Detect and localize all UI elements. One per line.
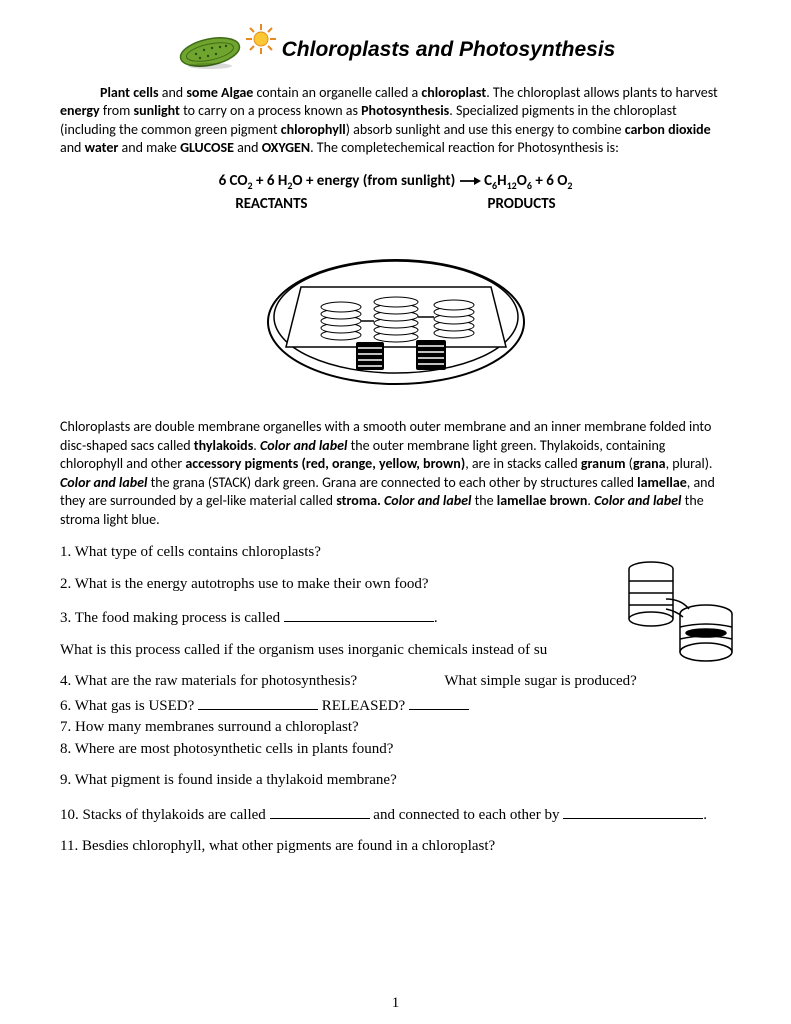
cucumber-icon xyxy=(176,30,248,70)
text-bold: Photosynthesis xyxy=(361,102,449,119)
arrow-icon xyxy=(459,176,481,186)
question-6: 6. What gas is USED? RELEASED? xyxy=(60,694,731,717)
page-title: Chloroplasts and Photosynthesis xyxy=(282,38,616,62)
fill-blank[interactable] xyxy=(198,694,318,710)
chloroplast-diagram xyxy=(60,227,731,402)
text-bold: lamellae brown xyxy=(497,492,588,509)
text-bold: water xyxy=(85,139,119,156)
text-bold-italic: Color and label xyxy=(260,437,347,454)
paragraph-2: Chloroplasts are double membrane organel… xyxy=(60,418,731,529)
text-bold: thylakoids xyxy=(194,437,253,454)
text-bold: OXYGEN xyxy=(262,139,310,156)
granum-detail-icon xyxy=(611,539,741,679)
text-bold: energy xyxy=(60,102,100,119)
text-bold: lamellae xyxy=(637,474,687,491)
text-bold: grana xyxy=(633,455,666,472)
page-number: 1 xyxy=(392,995,400,1012)
text-bold: carbon dioxide xyxy=(625,121,711,138)
worksheet-page: Chloroplasts and Photosynthesis Plant ce… xyxy=(0,0,791,1024)
text-bold-italic: Color and label xyxy=(594,492,681,509)
reactants-label: REACTANTS xyxy=(235,193,307,216)
text-bold: stroma. xyxy=(336,492,384,509)
text-bold-italic: Color and label xyxy=(384,492,471,509)
text-bold: accessory pigments (red, orange, yellow,… xyxy=(185,455,465,472)
equation: 6 CO2 + 6 H2O + energy (from sunlight) C… xyxy=(60,170,731,216)
question-10: 10. Stacks of thylakoids are called and … xyxy=(60,803,731,826)
questions-section: 1. What type of cells contains chloropla… xyxy=(60,543,731,857)
question-9: 9. What pigment is found inside a thylak… xyxy=(60,771,731,791)
products-label: PRODUCTS xyxy=(488,193,556,216)
question-7: 7. How many membranes surround a chlorop… xyxy=(60,718,731,738)
fill-blank[interactable] xyxy=(409,694,469,710)
fill-blank[interactable] xyxy=(284,606,434,622)
fill-blank[interactable] xyxy=(563,803,703,819)
text-bold-italic: Color and label xyxy=(60,474,147,491)
text-bold: GLUCOSE xyxy=(180,139,234,156)
question-8: 8. Where are most photosynthetic cells i… xyxy=(60,740,731,760)
question-11: 11. Besdies chlorophyll, what other pigm… xyxy=(60,837,731,857)
text-bold: granum xyxy=(581,455,626,472)
intro-paragraph: Plant cells and some Algae contain an or… xyxy=(60,84,731,158)
header: Chloroplasts and Photosynthesis xyxy=(60,30,731,70)
fill-blank[interactable] xyxy=(270,803,370,819)
text-bold: chloroplast xyxy=(421,84,486,101)
sun-icon xyxy=(244,22,278,56)
text-bold: Plant cells xyxy=(100,84,159,101)
text-bold: some Algae xyxy=(186,84,253,101)
text-bold: sunlight xyxy=(134,102,180,119)
text-bold: chlorophyll xyxy=(281,121,346,138)
